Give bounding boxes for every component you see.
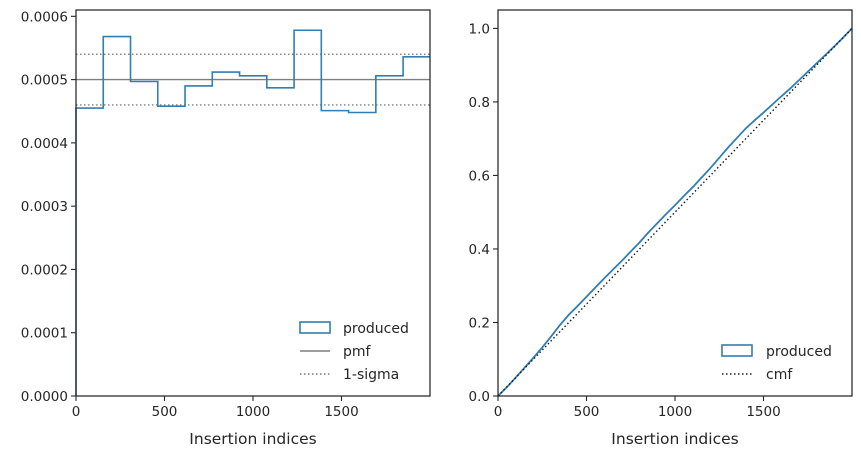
left-axis-ticks: 0 500 1000 1500 0.0000 0.0001 0.0002 0.0003 0.00… [21,9,359,420]
legend-label-1-sigma: 1-sigma [343,367,399,383]
right-x-axis-label: Insertion indices [611,430,738,448]
right-plot-area [497,27,853,397]
left-plot-area [75,29,430,396]
legend-label-produced: produced [766,344,832,360]
x-tick-label: 500 [152,404,178,420]
y-tick-label: 1.0 [469,21,490,37]
left-legend: produced pmf 1-sigma [299,321,409,383]
y-tick-label: 0.0000 [21,389,68,405]
legend-label-pmf: pmf [343,344,372,360]
y-tick-label: 0.6 [469,168,490,184]
y-tick-label: 0.8 [469,95,490,111]
y-tick-label: 0.0002 [21,262,68,278]
y-tick-label: 0.0006 [21,9,68,25]
right-axes-frame [497,9,853,397]
y-tick-label: 0.0005 [21,73,68,89]
right-axis-ticks: 0 500 1000 1500 0.0 0.2 0.4 0.6 0.8 1.0 [469,21,781,420]
right-panel-cumulative: 0 500 1000 1500 0.0 0.2 0.4 0.6 0.8 1.0 Insertion… [469,9,853,448]
x-tick-label: 1500 [324,404,358,420]
legend-label-produced: produced [343,321,409,337]
produced-step-histogram [75,29,430,396]
left-x-axis-label: Insertion indices [189,430,316,448]
x-tick-label: 0 [494,404,503,420]
cmf-line [497,27,853,397]
x-tick-label: 1000 [658,404,692,420]
x-tick-label: 500 [574,404,600,420]
y-tick-label: 0.0001 [21,326,68,342]
legend-swatch-produced [299,321,331,334]
y-tick-label: 0.2 [469,315,490,331]
y-tick-label: 0.0 [469,389,490,405]
left-axes-frame [75,9,431,397]
x-tick-label: 0 [72,404,81,420]
right-legend: produced cmf [721,344,832,383]
y-tick-label: 0.0003 [21,199,68,215]
left-panel-histogram: 0 500 1000 1500 0.0000 0.0001 0.0002 0.0003 0.00… [21,9,431,448]
y-tick-label: 0.4 [469,242,490,258]
y-tick-label: 0.0004 [21,136,68,152]
x-tick-label: 1500 [746,404,780,420]
x-tick-label: 1000 [236,404,270,420]
produced-cumulative-line [497,27,853,397]
legend-swatch-produced [721,344,753,357]
legend-label-cmf: cmf [766,367,793,383]
